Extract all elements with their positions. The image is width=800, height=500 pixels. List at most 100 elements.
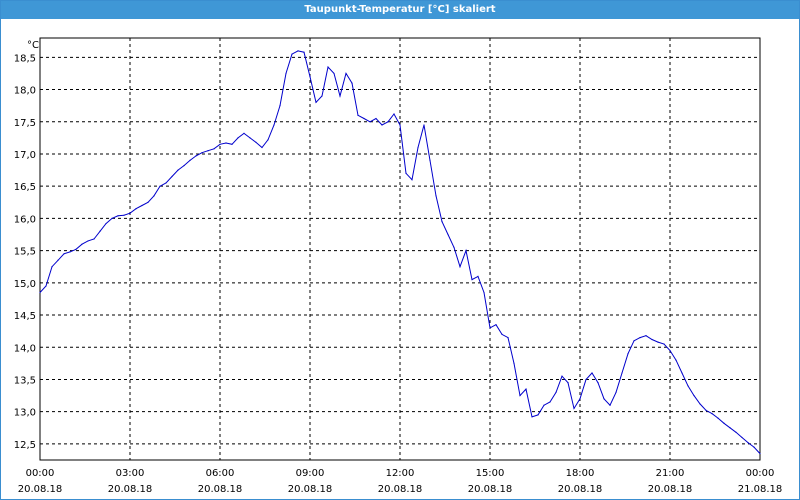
data-point xyxy=(237,137,239,139)
data-point xyxy=(717,417,719,419)
data-point xyxy=(609,404,611,406)
data-point xyxy=(249,137,251,139)
data-point xyxy=(435,195,437,197)
data-point xyxy=(471,279,473,281)
y-tick-label: 14,5 xyxy=(14,311,36,322)
data-point xyxy=(111,217,113,219)
data-point xyxy=(753,446,755,448)
data-point xyxy=(369,121,371,123)
data-point xyxy=(669,349,671,352)
data-point xyxy=(69,251,71,253)
data-point xyxy=(63,253,65,255)
series-points xyxy=(39,50,761,455)
data-point xyxy=(531,416,533,418)
data-point xyxy=(129,212,131,214)
data-point xyxy=(597,382,599,384)
data-point xyxy=(621,372,623,374)
data-point xyxy=(285,72,287,75)
data-point xyxy=(387,121,389,123)
data-point xyxy=(177,169,179,171)
data-point xyxy=(567,382,569,384)
data-point xyxy=(741,436,743,439)
data-point xyxy=(489,327,491,329)
data-point xyxy=(525,388,527,390)
data-point xyxy=(309,76,311,78)
y-axis: 12,5 13,0 13,5 14,0 14,5 15,0 15,5 16,0 16,5 17,0… xyxy=(14,53,36,451)
data-point xyxy=(561,375,563,377)
y-tick-label: 15,0 xyxy=(14,279,36,290)
x-tick-time-label: 03:00 xyxy=(116,468,145,479)
y-tick-label: 13,5 xyxy=(14,375,36,386)
data-point xyxy=(723,422,725,424)
data-point xyxy=(381,124,383,126)
data-point xyxy=(699,403,701,405)
data-point xyxy=(759,452,761,455)
data-point xyxy=(507,336,509,339)
data-point xyxy=(651,338,653,341)
data-point xyxy=(447,233,449,236)
plot-frame xyxy=(39,37,761,461)
data-point xyxy=(339,95,341,97)
data-point xyxy=(681,372,683,374)
x-tick-time-label: 06:00 xyxy=(206,468,235,479)
x-tick-date-label: 20.08.18 xyxy=(468,484,513,495)
x-tick-date-label: 20.08.18 xyxy=(558,484,603,495)
data-point xyxy=(627,353,629,355)
x-tick-time-label: 00:00 xyxy=(746,468,775,479)
data-point xyxy=(225,142,227,144)
data-point xyxy=(165,182,167,184)
data-point xyxy=(213,148,215,150)
data-point xyxy=(291,53,293,55)
data-point xyxy=(243,132,245,134)
data-point xyxy=(189,159,191,162)
data-point xyxy=(135,208,137,210)
data-point xyxy=(657,341,659,343)
data-point xyxy=(573,407,575,410)
x-tick-time-label: 12:00 xyxy=(386,468,415,479)
grid-layer xyxy=(40,38,760,460)
data-point xyxy=(555,391,557,393)
data-point xyxy=(549,401,551,403)
data-point xyxy=(303,51,305,53)
x-tick-time-label: 00:00 xyxy=(26,468,55,479)
x-tick-date-label: 20.08.18 xyxy=(378,484,423,495)
data-point xyxy=(345,72,347,75)
data-point xyxy=(591,372,593,374)
data-point xyxy=(705,409,707,411)
data-point xyxy=(39,291,41,294)
x-tick-date-label: 20.08.18 xyxy=(108,484,153,495)
data-point xyxy=(57,259,59,261)
y-tick-label: 16,0 xyxy=(14,214,36,225)
data-point xyxy=(117,215,119,217)
data-point xyxy=(45,285,47,287)
data-point xyxy=(153,195,155,197)
data-point xyxy=(87,240,89,242)
data-point xyxy=(429,159,431,162)
data-point xyxy=(201,152,203,154)
data-point xyxy=(159,185,161,187)
data-point xyxy=(93,238,95,240)
data-point xyxy=(663,343,665,345)
data-point xyxy=(315,101,317,104)
data-point xyxy=(279,105,281,107)
data-point xyxy=(273,124,275,126)
x-tick-time-label: 15:00 xyxy=(476,468,505,479)
data-point xyxy=(519,394,521,397)
data-point xyxy=(183,164,185,167)
data-point xyxy=(645,335,647,337)
y-tick-label: 17,5 xyxy=(14,118,36,129)
data-point xyxy=(297,50,299,52)
data-point xyxy=(735,431,737,433)
y-tick-label: 18,5 xyxy=(14,53,36,64)
data-point xyxy=(687,385,689,387)
x-tick-time-label: 18:00 xyxy=(566,468,595,479)
data-point xyxy=(351,82,353,84)
data-point xyxy=(633,340,635,342)
data-point xyxy=(423,124,425,126)
data-point xyxy=(375,117,377,120)
data-point xyxy=(543,404,545,406)
data-point xyxy=(405,172,407,174)
data-point xyxy=(579,398,581,400)
data-point xyxy=(261,146,263,149)
y-tick-label: 15,5 xyxy=(14,247,36,258)
